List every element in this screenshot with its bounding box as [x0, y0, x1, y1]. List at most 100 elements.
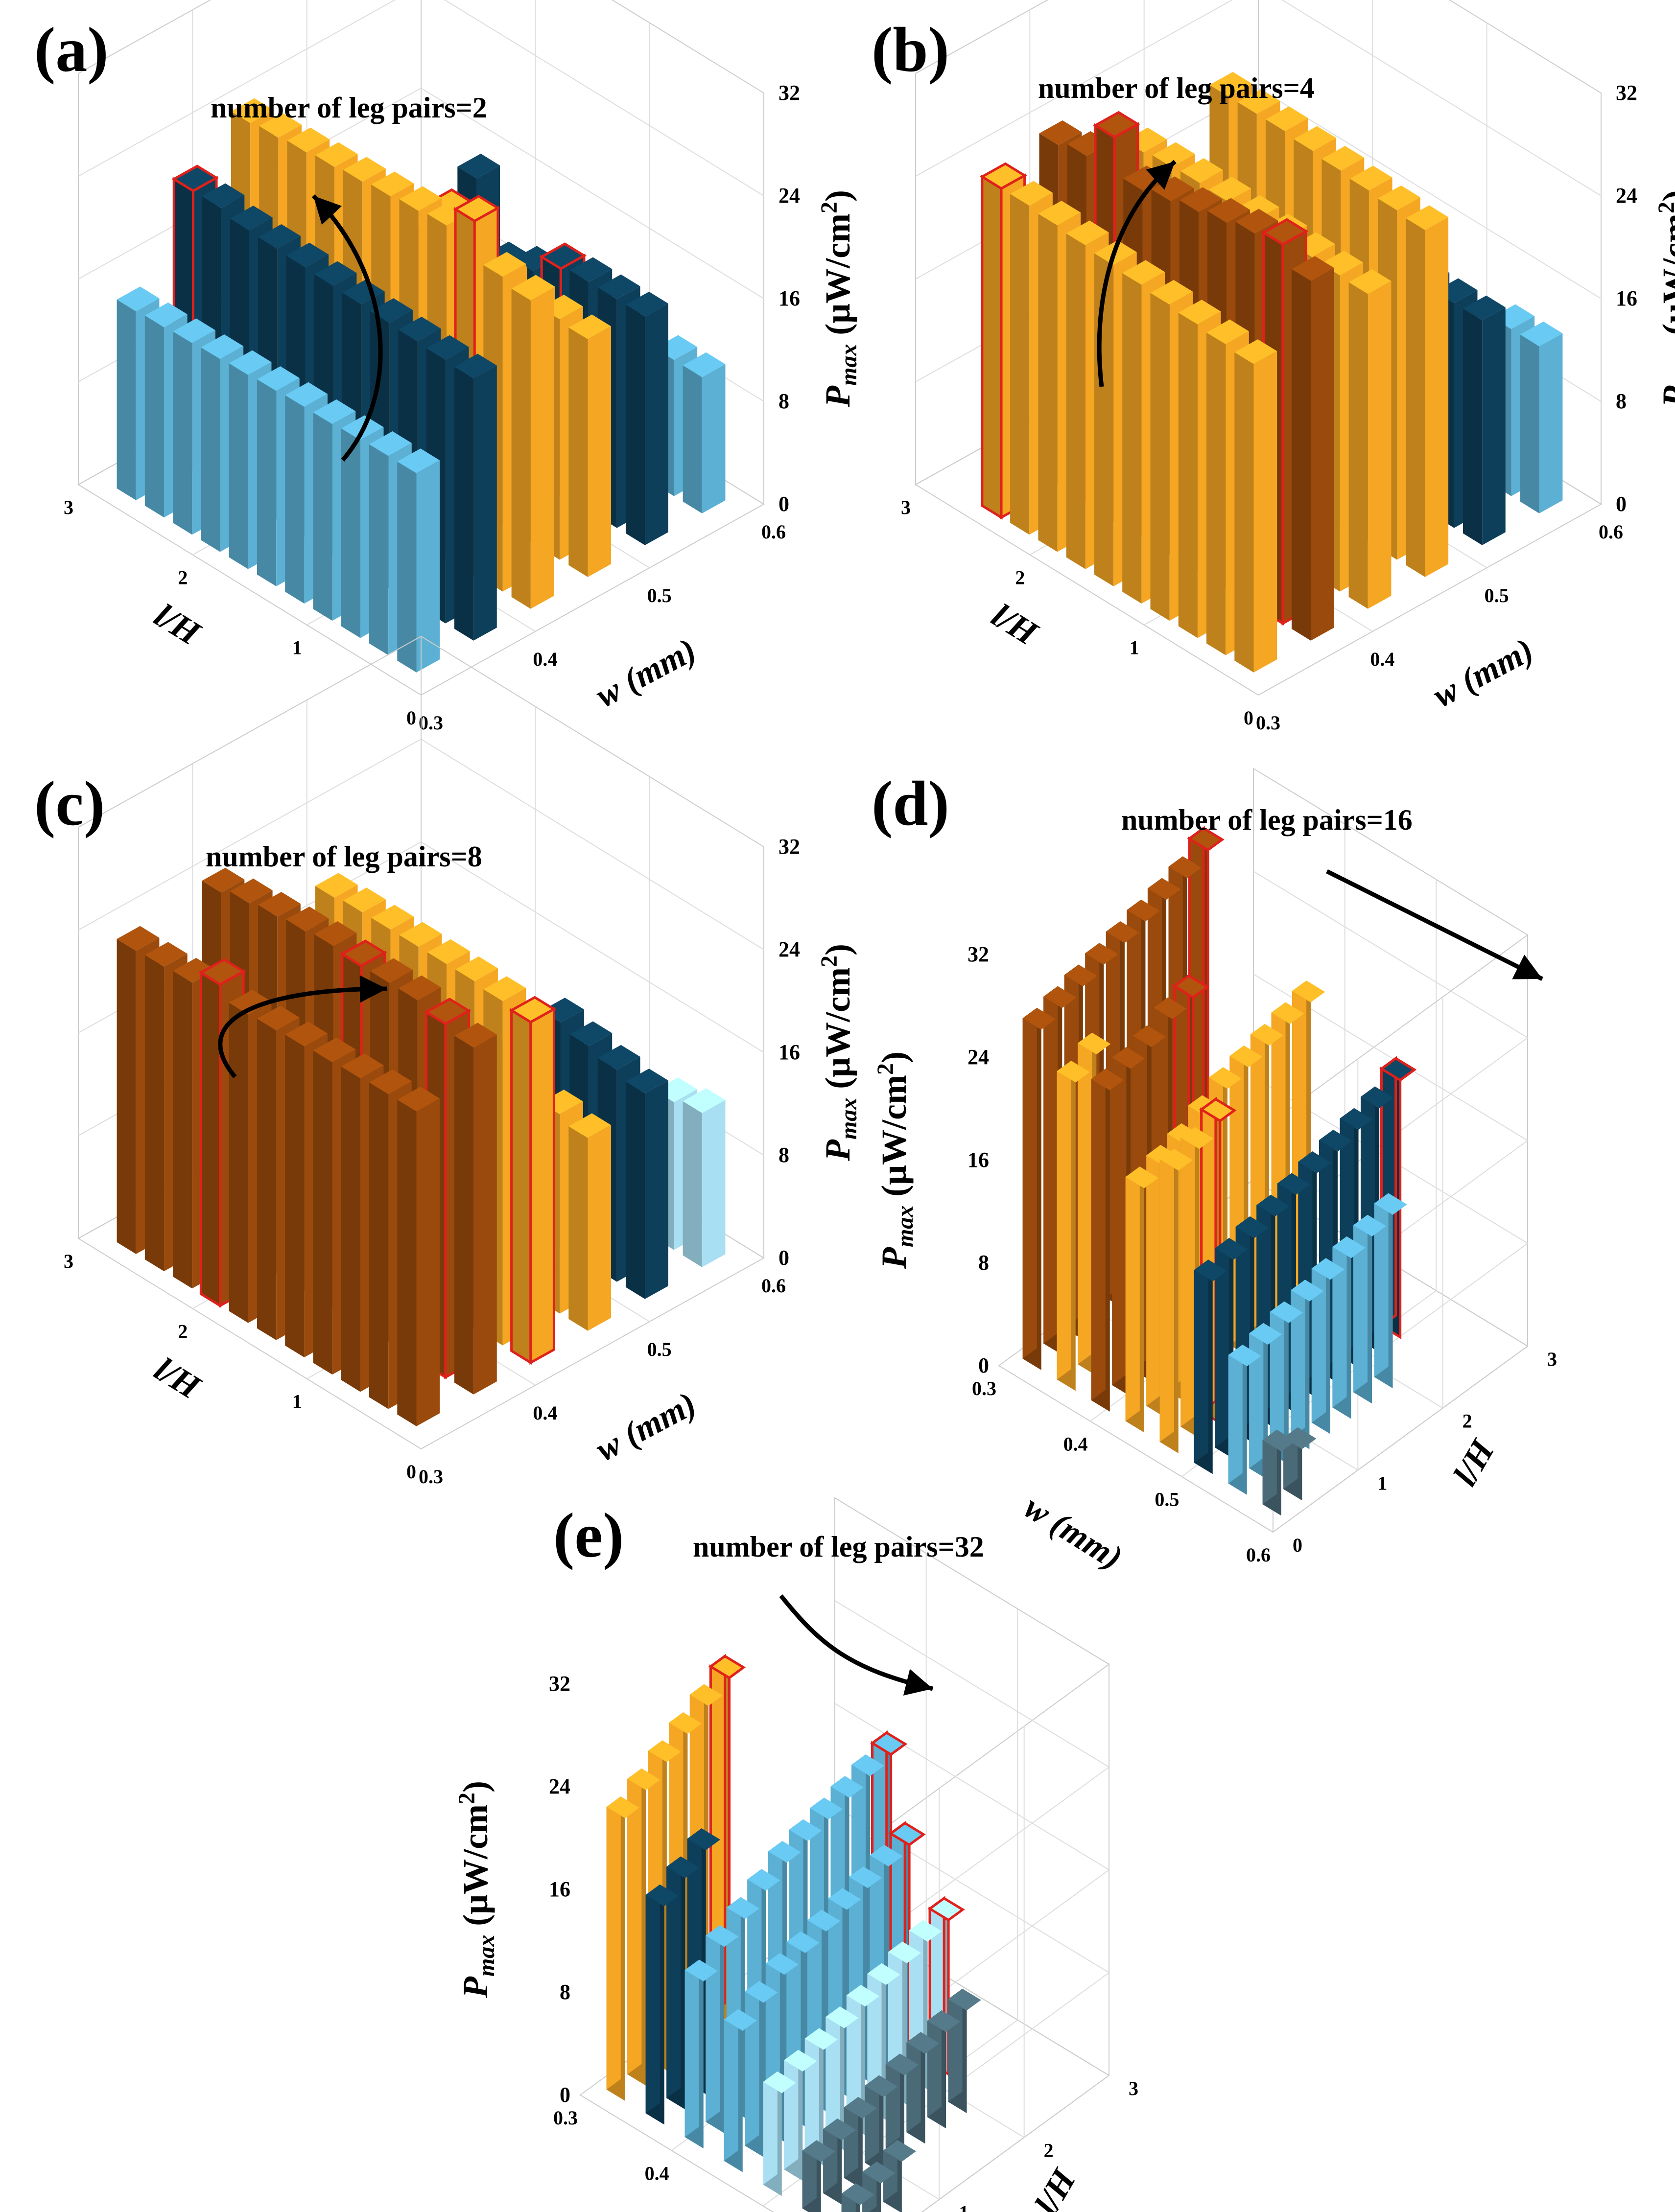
- bar-top: [870, 1844, 903, 1867]
- bar-top: [1332, 1236, 1366, 1258]
- bar-top: [1277, 1173, 1311, 1195]
- trend-arrow-head: [313, 196, 342, 225]
- bar-top: [117, 926, 160, 951]
- bar: [1262, 1429, 1296, 1516]
- bar-top: [1292, 980, 1325, 1002]
- bar-top: [398, 316, 441, 342]
- bar-front: [1249, 1323, 1264, 1468]
- bars-e: [606, 1653, 981, 2212]
- bar-top: [1235, 1216, 1269, 1238]
- bar-top: [645, 1884, 679, 1907]
- trend-arrow-line: [311, 194, 383, 462]
- z-tick-label: 32: [549, 1672, 570, 1696]
- bar-top: [1179, 187, 1222, 212]
- bar-top: [1361, 1086, 1394, 1108]
- bar-top: [1085, 943, 1118, 965]
- bar-side: [285, 1034, 305, 1357]
- z-axis-unit: (μW/cm: [818, 213, 857, 344]
- bar-side: [144, 315, 165, 518]
- bar-top: [230, 206, 273, 231]
- bar-top: [398, 975, 441, 1001]
- bar-top: [1066, 220, 1109, 246]
- z-axis-superscript: 2: [454, 1793, 480, 1804]
- bar-top: [1229, 1045, 1263, 1068]
- bar-top: [1250, 1024, 1284, 1046]
- bar-side: [229, 363, 248, 569]
- bar-front: [645, 303, 668, 545]
- bar-front: [784, 2049, 799, 2170]
- z-axis-unit: (μW/cm: [874, 1075, 914, 1206]
- bar-top: [453, 194, 500, 223]
- bar: [625, 291, 668, 545]
- bar-top: [257, 1005, 300, 1031]
- bar-top: [1187, 827, 1225, 852]
- bar: [568, 1113, 612, 1331]
- y-tick-label: 3: [64, 496, 73, 518]
- bar-front: [844, 2096, 858, 2178]
- panel-c: 0.3 0.4 0.5 0.6 0 1 2 3 0 8 16 24 32 w (mm) l/H Pmax (μ…: [0, 635, 862, 1503]
- bar: [1348, 269, 1392, 609]
- bar-top: [789, 1819, 822, 1841]
- bar: [1057, 1061, 1090, 1391]
- bar: [1463, 295, 1506, 545]
- bar-front: [1332, 1236, 1347, 1408]
- bar-side: [568, 1126, 588, 1331]
- bar-top: [202, 867, 245, 893]
- bar-top: [371, 905, 414, 930]
- bar-front: [802, 2140, 817, 2209]
- bar-top: [315, 873, 358, 898]
- bar-top: [1261, 218, 1309, 246]
- bar: [397, 448, 440, 673]
- bar-top: [1180, 1127, 1214, 1149]
- z-tick-label: 16: [779, 286, 800, 310]
- bar-front: [1228, 1345, 1243, 1484]
- x-tick-label: 0.4: [1063, 1433, 1088, 1455]
- panel-title: number of leg pairs=32: [693, 1531, 984, 1563]
- bar-top: [117, 286, 160, 312]
- bar-top: [1265, 106, 1308, 131]
- bar-front: [1539, 333, 1563, 513]
- bar-front: [588, 326, 612, 577]
- bar-top: [1520, 321, 1563, 347]
- bar-top: [784, 2049, 817, 2072]
- bar-side: [257, 379, 277, 586]
- bar-top: [229, 350, 272, 375]
- bar: [666, 1856, 700, 2110]
- bar-top: [315, 142, 358, 167]
- bar-front: [588, 1125, 612, 1331]
- bar: [1291, 1280, 1324, 1449]
- bar-front: [1078, 1032, 1092, 1365]
- z-tick-label: 32: [1616, 81, 1637, 105]
- bar-front: [1311, 1258, 1326, 1423]
- panel-label: (e): [553, 1500, 624, 1571]
- bar-top: [568, 314, 612, 340]
- z-axis-subscript: max: [1673, 344, 1675, 386]
- z-axis-subscript: max: [836, 344, 862, 386]
- bar-top: [1353, 1214, 1387, 1237]
- bars-d: [1022, 826, 1417, 1516]
- bar-front: [606, 1796, 621, 2090]
- bar-top: [683, 1088, 726, 1113]
- bar-top: [1010, 181, 1053, 206]
- bar: [683, 352, 726, 513]
- panel-a: 0.3 0.4 0.5 0.6 0 1 2 3 0 8 16 24 32 w (mm) l/H Pmax (μ…: [0, 0, 862, 749]
- bar-front: [927, 2010, 942, 2118]
- bar-top: [483, 976, 526, 1001]
- bar-top: [285, 1022, 328, 1047]
- bar-side: [1178, 312, 1198, 638]
- bar-front: [416, 1098, 440, 1426]
- bar-top: [1132, 1025, 1166, 1048]
- bar-front: [1262, 1429, 1277, 1505]
- bar-top: [745, 1981, 778, 2003]
- z-axis-close: ): [818, 944, 857, 955]
- x-tick-label: 0.6: [761, 521, 786, 543]
- bar: [645, 1884, 679, 2125]
- bar-side: [1406, 218, 1425, 577]
- z-axis-unit: (μW/cm: [1655, 213, 1675, 344]
- y-axis-label: l/H: [1446, 1433, 1503, 1492]
- bar-top: [809, 1797, 843, 1819]
- bar: [948, 1988, 981, 2114]
- bar-top: [342, 279, 385, 304]
- z-axis-subscript: max: [892, 1206, 918, 1247]
- bar-top: [865, 2075, 898, 2097]
